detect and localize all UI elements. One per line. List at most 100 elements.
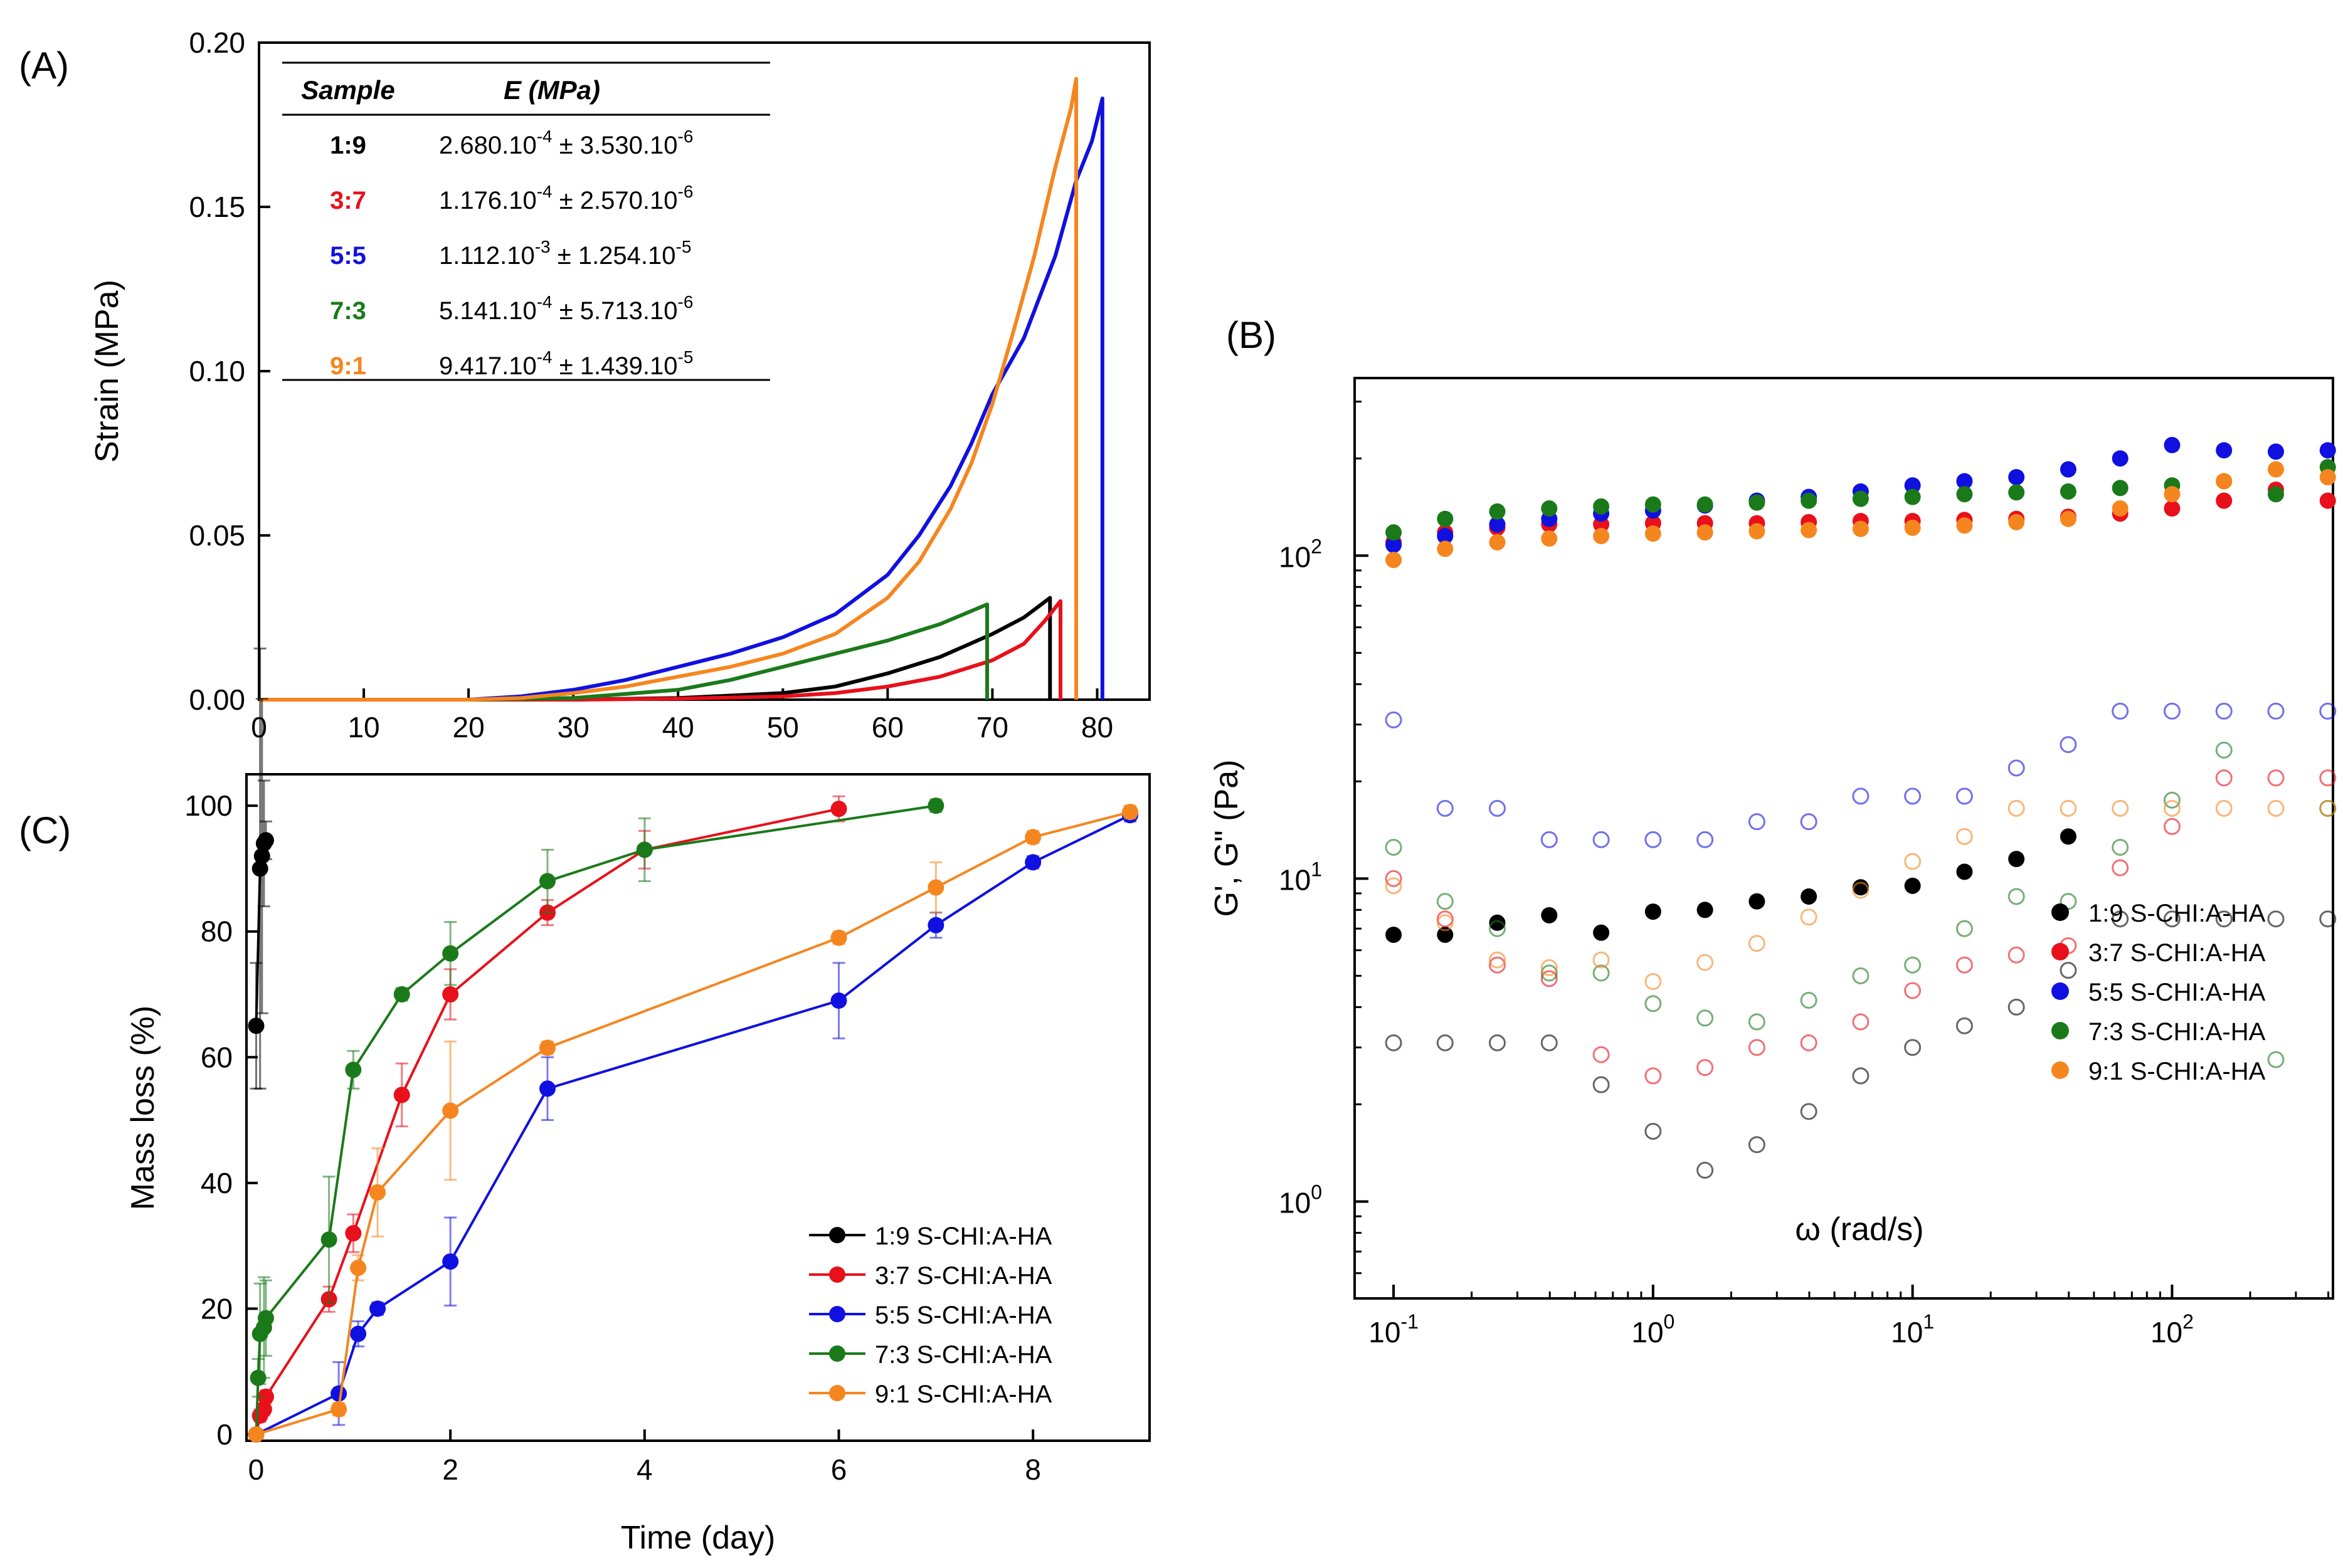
chart-c-point-3-7-s-chi-a-ha bbox=[257, 1388, 274, 1405]
table-error-exponent: -5 bbox=[678, 347, 694, 367]
chart-b-point-gprime-7-3-s-chi-a-ha bbox=[1696, 496, 1713, 513]
chart-b-point-gdouble-7-3-s-chi-a-ha bbox=[1540, 964, 1558, 982]
chart-b-point-gdouble-7-3-s-chi-a-ha bbox=[2007, 888, 2025, 905]
tick-exponent: 2 bbox=[1311, 535, 1322, 557]
chart-b-point-gdouble-9-1-s-chi-a-ha bbox=[2267, 799, 2285, 817]
chart-b-point-gprime-9-1-s-chi-a-ha bbox=[2319, 469, 2336, 486]
chart-b-point-gprime-7-3-s-chi-a-ha bbox=[1385, 524, 1402, 541]
chart-c-xlabel: Time (day) bbox=[621, 1520, 776, 1556]
chart-b-point-gprime-5-5-s-chi-a-ha bbox=[1956, 473, 1973, 490]
chart-b-point-gprime-9-1-s-chi-a-ha bbox=[1437, 540, 1454, 557]
chart-c-point-9-1-s-chi-a-ha bbox=[539, 1039, 556, 1056]
chart-c-point-9-1-s-chi-a-ha bbox=[830, 929, 847, 946]
chart-c-point-5-5-s-chi-a-ha bbox=[830, 992, 847, 1009]
chart-b-point-gprime-5-5-s-chi-a-ha bbox=[2267, 443, 2284, 460]
chart-a-ylabel: Strain (MPa) bbox=[89, 280, 125, 463]
chart-b-point-gdouble-1-9-s-chi-a-ha bbox=[1644, 1122, 1662, 1140]
chart-c-point-9-1-s-chi-a-ha bbox=[248, 1426, 265, 1443]
table-error-exponent: -6 bbox=[678, 127, 694, 146]
chart-b-point-gdouble-9-1-s-chi-a-ha bbox=[1385, 877, 1402, 895]
chart-b-point-gprime-7-3-s-chi-a-ha bbox=[1904, 488, 1921, 505]
chart-b-legend-label-5-5-s-chi-a-ha: 5:5 S-CHI:A-HA bbox=[2088, 979, 2266, 1006]
chart-a-series-line-7-3 bbox=[259, 602, 990, 702]
chart-b-point-gdouble-3-7-s-chi-a-ha bbox=[1436, 910, 1454, 928]
chart-b-point-gprime-5-5-s-chi-a-ha bbox=[1904, 477, 1921, 494]
chart-b-point-gfilled-1-9-s-chi-a-ha bbox=[2008, 851, 2025, 868]
chart-b-point-gprime-3-7-s-chi-a-ha bbox=[2216, 492, 2233, 509]
chart-b-point-gdouble-7-3-s-chi-a-ha bbox=[1385, 838, 1402, 856]
chart-c-xtick-label: 0 bbox=[248, 1453, 265, 1486]
chart-b-point-gfilled-1-9-s-chi-a-ha bbox=[1644, 903, 1661, 920]
chart-c-legend-label-9-1-s-chi-a-ha: 9:1 S-CHI:A-HA bbox=[875, 1381, 1052, 1408]
chart-b-point-gprime-7-3-s-chi-a-ha bbox=[1489, 503, 1506, 520]
chart-b-point-gdouble-7-3-s-chi-a-ha bbox=[1696, 1009, 1714, 1027]
chart-c-point-9-1-s-chi-a-ha bbox=[442, 1102, 459, 1119]
chart-b-ytick-label: 100 bbox=[1279, 1181, 1322, 1219]
chart-a-ytick-label: 0.00 bbox=[189, 683, 245, 716]
chart-c-xtick-label: 8 bbox=[1025, 1453, 1041, 1486]
tick-base: 10 bbox=[1279, 540, 1311, 573]
chart-b-point-gfilled-1-9-s-chi-a-ha bbox=[1541, 907, 1558, 923]
chart-a-series-line-9-1 bbox=[259, 76, 1079, 702]
chart-c-point-7-3-s-chi-a-ha bbox=[636, 841, 653, 858]
chart-b-point-gdouble-3-7-s-chi-a-ha bbox=[1644, 1067, 1662, 1085]
panel-label-c: (C) bbox=[19, 809, 71, 851]
chart-b-point-gprime-9-1-s-chi-a-ha bbox=[2164, 486, 2181, 503]
chart-b-point-gdouble-5-5-s-chi-a-ha bbox=[2163, 702, 2181, 720]
table-value-7-3: 5.141.10-4 ± 5.713.10-6 bbox=[439, 292, 693, 325]
table-sample-1-9: 1:9 bbox=[330, 132, 366, 159]
chart-c-point-3-7-s-chi-a-ha bbox=[830, 801, 847, 818]
chart-b-point-gprime-5-5-s-chi-a-ha bbox=[1437, 528, 1454, 545]
chart-b-xtick-label: 100 bbox=[1631, 1310, 1674, 1349]
chart-b-point-gdouble-3-7-s-chi-a-ha bbox=[1748, 1039, 1765, 1056]
chart-b-point-gdouble-7-3-s-chi-a-ha bbox=[1800, 991, 1817, 1009]
chart-b-point-gprime-7-3-s-chi-a-ha bbox=[2060, 483, 2076, 500]
table-error-exponent: -6 bbox=[678, 292, 694, 312]
chart-c-point-5-5-s-chi-a-ha bbox=[350, 1325, 367, 1342]
chart-b-point-gfilled-1-9-s-chi-a-ha bbox=[1385, 926, 1402, 943]
table-sample-5-5: 5:5 bbox=[330, 242, 366, 270]
table-error-exponent: -6 bbox=[678, 182, 694, 201]
chart-b-point-gprime-7-3-s-chi-a-ha bbox=[1644, 496, 1661, 513]
chart-c: Mass loss (%) Time (day) 0 2 4 6 80204060801… bbox=[125, 647, 1151, 1556]
table-sample-7-3: 7:3 bbox=[330, 297, 366, 325]
chart-a-xtick-label: 10 bbox=[347, 711, 379, 744]
table-value-5-5: 1.112.10-3 ± 1.254.10-5 bbox=[439, 237, 691, 270]
chart-c-ytick-label: 20 bbox=[201, 1292, 233, 1325]
chart-b-point-gfilled-1-9-s-chi-a-ha bbox=[1489, 914, 1506, 931]
chart-a: Strain (MPa) 0 10 20 30 40 50 60 70 80 0.00 0.05 0.… bbox=[89, 26, 1151, 744]
chart-b-point-gprime-7-3-s-chi-a-ha bbox=[1748, 494, 1765, 511]
chart-b-point-gdouble-3-7-s-chi-a-ha bbox=[1385, 870, 1402, 887]
chart-b-point-gprime-9-1-s-chi-a-ha bbox=[1385, 552, 1402, 569]
chart-c-legend-label-5-5-s-chi-a-ha: 5:5 S-CHI:A-HA bbox=[875, 1302, 1052, 1329]
chart-c-legend-label-7-3-s-chi-a-ha: 7:3 S-CHI:A-HA bbox=[875, 1341, 1052, 1369]
chart-a-xtick-label: 60 bbox=[872, 711, 904, 744]
table-error-exponent: -5 bbox=[676, 237, 692, 256]
chart-c-ytick-label: 80 bbox=[201, 915, 233, 948]
chart-b-point-gdouble-5-5-s-chi-a-ha bbox=[1852, 787, 1870, 805]
tick-base: 10 bbox=[1631, 1316, 1663, 1349]
chart-c-point-9-1-s-chi-a-ha bbox=[350, 1260, 367, 1276]
chart-c-point-9-1-s-chi-a-ha bbox=[331, 1401, 347, 1418]
chart-c-legend-marker-1-9-s-chi-a-ha bbox=[829, 1227, 845, 1243]
chart-b-point-gdouble-1-9-s-chi-a-ha bbox=[1955, 1017, 1973, 1034]
chart-b-point-gdouble-5-5-s-chi-a-ha bbox=[1592, 831, 1610, 848]
chart-b-point-gdouble-1-9-s-chi-a-ha bbox=[1852, 1067, 1870, 1085]
chart-b-point-gdouble-9-1-s-chi-a-ha bbox=[1852, 881, 1870, 899]
chart-b-legend-marker-7-3-s-chi-a-ha bbox=[2051, 1022, 2069, 1039]
chart-b-legend-marker-5-5-s-chi-a-ha bbox=[2051, 982, 2069, 1000]
chart-b-point-gprime-7-3-s-chi-a-ha bbox=[1852, 490, 1869, 507]
chart-b-point-gdouble-7-3-s-chi-a-ha bbox=[1904, 956, 1922, 974]
tick-base: 10 bbox=[1368, 1316, 1400, 1349]
tick-exponent: -1 bbox=[1400, 1310, 1418, 1333]
chart-a-xtick-label: 80 bbox=[1081, 711, 1113, 744]
chart-c-ytick-label: 100 bbox=[184, 789, 233, 822]
chart-b-point-gprime-9-1-s-chi-a-ha bbox=[1593, 528, 1610, 545]
chart-c-point-3-7-s-chi-a-ha bbox=[442, 986, 459, 1002]
chart-a-ytick-label: 0.10 bbox=[189, 355, 245, 387]
chart-b-point-gdouble-9-1-s-chi-a-ha bbox=[1488, 951, 1506, 969]
chart-b-point-gdouble-1-9-s-chi-a-ha bbox=[2319, 910, 2337, 928]
chart-c-ylabel: Mass loss (%) bbox=[125, 1006, 161, 1210]
chart-b-point-gfilled-1-9-s-chi-a-ha bbox=[1956, 863, 1973, 880]
